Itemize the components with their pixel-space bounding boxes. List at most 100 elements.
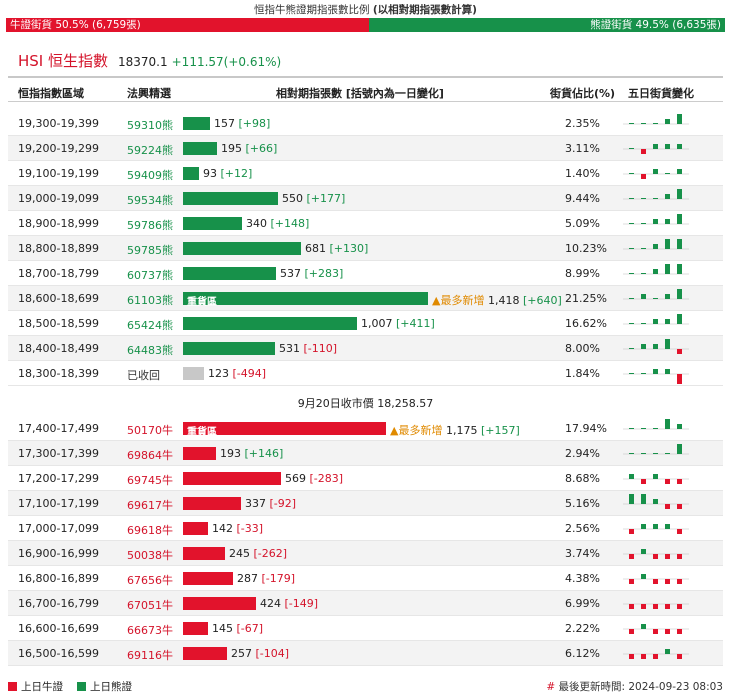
warrant-code[interactable]: 69618牛 xyxy=(127,524,173,537)
sparkline-bar xyxy=(629,198,634,199)
five-day-change-sparkline xyxy=(623,524,689,534)
warrant-code[interactable]: 61103熊 xyxy=(127,294,173,307)
sparkline-bar xyxy=(629,529,634,534)
daily-change: [+283] xyxy=(304,267,344,280)
warrant-code[interactable]: 60737熊 xyxy=(127,269,173,282)
warrant-code[interactable]: 69864牛 xyxy=(127,449,173,462)
sparkline-bar xyxy=(665,604,670,609)
index-change: +111.57(+0.61%) xyxy=(171,55,282,69)
sparkline-bar xyxy=(665,173,670,174)
warrant-code[interactable]: 69617牛 xyxy=(127,499,173,512)
warrant-code[interactable]: 59409熊 xyxy=(127,169,173,182)
index-range: 18,700-18,799 xyxy=(18,267,99,280)
sparkline-bar xyxy=(653,499,658,504)
daily-change: [-110] xyxy=(303,342,338,355)
warrant-code[interactable]: 59785熊 xyxy=(127,244,173,257)
sparkline-bar xyxy=(677,444,682,454)
warrant-code[interactable]: 64483熊 xyxy=(127,344,173,357)
warrant-code: 已收回 xyxy=(127,369,160,382)
futures-count-text: 157 [+98] xyxy=(214,117,270,130)
sparkline-bar xyxy=(641,174,646,179)
futures-count-text: 193 [+146] xyxy=(220,447,283,460)
table-row: 16,500-16,599 69116牛 257 [-104] 6.12% xyxy=(8,641,723,666)
sparkline-bar xyxy=(653,298,658,299)
sparkline-bar xyxy=(641,248,646,249)
sparkline-bar xyxy=(653,654,658,659)
outstanding-pct: 8.68% xyxy=(565,472,600,485)
futures-count-text: ▲最多新增 1,418 [+640] xyxy=(432,292,562,308)
futures-count-text: 145 [-67] xyxy=(212,622,263,635)
five-day-change-sparkline xyxy=(623,189,689,200)
table-row: 16,900-16,999 50038牛 245 [-262] 3.74% xyxy=(8,541,723,566)
index-range: 18,300-18,399 xyxy=(18,367,99,380)
futures-count-bar xyxy=(183,572,233,585)
five-day-change-sparkline xyxy=(623,549,689,559)
sparkline-bar xyxy=(629,273,634,274)
five-day-change-sparkline xyxy=(623,214,689,225)
sparkline-bar xyxy=(641,453,646,454)
index-range: 19,100-19,199 xyxy=(18,167,99,180)
daily-change: [+177] xyxy=(306,192,346,205)
sparkline-bar xyxy=(677,529,682,534)
futures-count-bar xyxy=(183,192,278,205)
sparkline-bar xyxy=(641,604,646,609)
warrant-code[interactable]: 50170牛 xyxy=(127,424,173,437)
sparkline-bar xyxy=(629,604,634,609)
warrant-code[interactable]: 69745牛 xyxy=(127,474,173,487)
five-day-change-sparkline xyxy=(623,649,689,659)
futures-count-text: 424 [-149] xyxy=(260,597,318,610)
futures-count: 569 xyxy=(285,472,310,485)
daily-change: [-104] xyxy=(255,647,290,660)
sparkline-bar xyxy=(665,419,670,429)
warrant-code[interactable]: 67656牛 xyxy=(127,574,173,587)
futures-count: 142 xyxy=(212,522,237,535)
outstanding-pct: 1.84% xyxy=(565,367,600,380)
sparkline-bar xyxy=(665,554,670,559)
bull-bear-ratio-bar: 牛證街貨 50.5% (6,759張) 熊證街貨 49.5% (6,635張) xyxy=(6,18,725,32)
sparkline-bar xyxy=(641,294,646,299)
futures-count: 424 xyxy=(260,597,285,610)
daily-change: [-92] xyxy=(269,497,297,510)
warrant-code[interactable]: 59224熊 xyxy=(127,144,173,157)
sparkline-bar xyxy=(665,264,670,274)
warrant-code[interactable]: 59310熊 xyxy=(127,119,173,132)
five-day-change-sparkline xyxy=(623,419,689,430)
futures-count-bar xyxy=(183,367,204,380)
table-row: 17,000-17,099 69618牛 142 [-33] 2.56% xyxy=(8,516,723,541)
page-title: 恒指牛熊證期指張數比例 (以相對期指張數計算) xyxy=(0,2,731,17)
sparkline-bar xyxy=(629,629,634,634)
futures-count: 337 xyxy=(245,497,270,510)
warrant-code[interactable]: 59534熊 xyxy=(127,194,173,207)
sparkline-bar xyxy=(641,479,646,484)
index-range: 17,100-17,199 xyxy=(18,497,99,510)
five-day-change-sparkline xyxy=(623,169,689,179)
sparkline-bar xyxy=(629,223,634,224)
five-day-change-sparkline xyxy=(623,114,689,125)
sparkline-bar xyxy=(677,629,682,634)
five-day-change-sparkline xyxy=(623,494,689,509)
outstanding-pct: 3.11% xyxy=(565,142,600,155)
title-text: 恒指牛熊證期指張數比例 xyxy=(254,4,370,16)
warrant-code[interactable]: 50038牛 xyxy=(127,549,173,562)
warrant-code[interactable]: 69116牛 xyxy=(127,649,173,662)
outstanding-pct: 17.94% xyxy=(565,422,607,435)
futures-count: 550 xyxy=(282,192,307,205)
warrant-code[interactable]: 65424熊 xyxy=(127,319,173,332)
sparkline-bar xyxy=(653,123,658,124)
warrant-code[interactable]: 67051牛 xyxy=(127,599,173,612)
table-row: 16,700-16,799 67051牛 424 [-149] 6.99% xyxy=(8,591,723,616)
sparkline-bar xyxy=(641,494,646,504)
sparkline-bar xyxy=(653,244,658,249)
futures-count-bar xyxy=(183,622,208,635)
daily-change: [-67] xyxy=(236,622,264,635)
futures-count-text: 1,007 [+411] xyxy=(361,317,435,330)
warrant-code[interactable]: 59786熊 xyxy=(127,219,173,232)
futures-count-bar xyxy=(183,472,281,485)
futures-count-bar xyxy=(183,497,241,510)
warrant-code[interactable]: 66673牛 xyxy=(127,624,173,637)
sparkline-bar xyxy=(677,504,682,509)
sparkline-bar xyxy=(641,273,646,274)
table-row: 17,200-17,299 69745牛 569 [-283] 8.68% xyxy=(8,466,723,491)
sparkline-bar xyxy=(665,119,670,124)
index-range: 17,400-17,499 xyxy=(18,422,99,435)
